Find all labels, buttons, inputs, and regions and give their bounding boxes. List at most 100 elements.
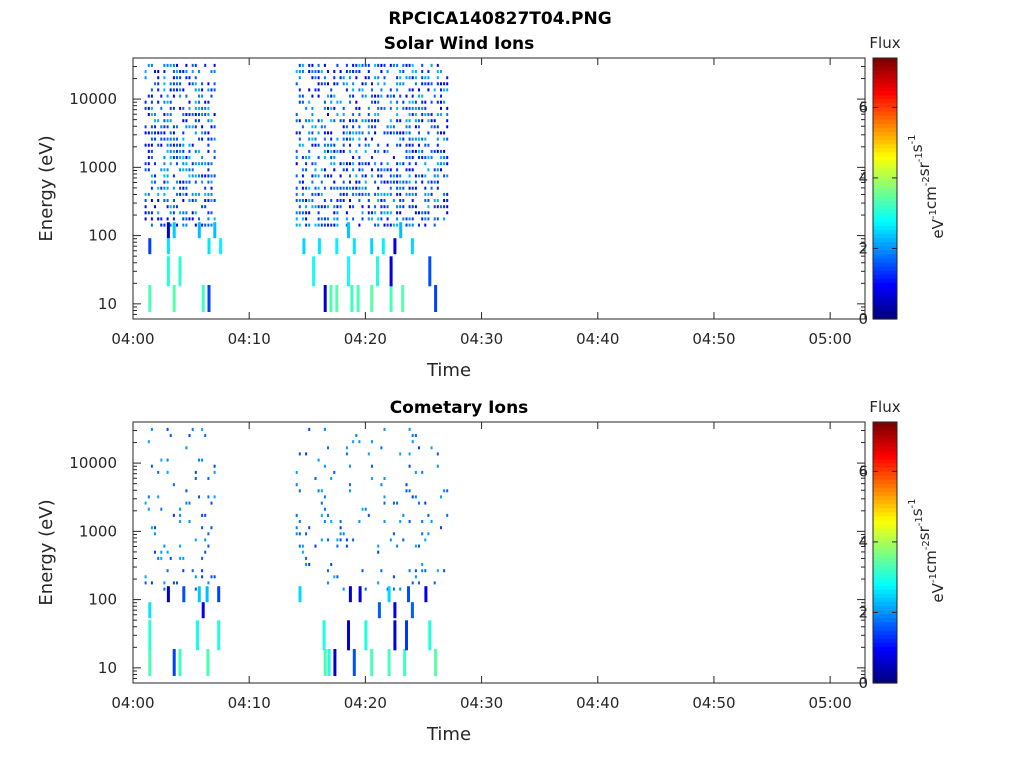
spectrogram-cell (430, 82, 433, 86)
spectrogram-cell (424, 538, 427, 542)
spectrogram-cell (179, 507, 182, 511)
spectrogram-cell (380, 168, 383, 172)
colorbar-segment (873, 593, 897, 598)
spectrogram-cell (336, 137, 339, 141)
spectrogram-cell (330, 520, 333, 523)
spectrogram-cell (408, 143, 411, 147)
spectrogram-cell (436, 137, 439, 141)
spectrogram-point (407, 586, 410, 603)
spectrogram-cell (194, 149, 197, 153)
spectrogram-cell (163, 125, 166, 129)
spectrogram-cell (176, 76, 178, 80)
spectrogram-cell (405, 180, 408, 184)
spectrogram-cell (414, 106, 417, 110)
colorbar-segment (873, 519, 897, 525)
spectrogram-cell (166, 168, 169, 172)
spectrogram-cell (374, 119, 377, 123)
spectrogram-cell (418, 137, 420, 141)
spectrogram-cell (342, 168, 345, 172)
spectrogram-cell (166, 125, 169, 129)
spectrogram-cell (358, 70, 361, 73)
spectrogram-cell (308, 100, 311, 104)
spectrogram-cell (308, 223, 311, 227)
colorbar-segment (873, 601, 897, 607)
spectrogram-cell (144, 125, 147, 129)
spectrogram-cell (160, 458, 163, 462)
spectrogram-cell (383, 131, 386, 135)
spectrogram-cell (166, 137, 169, 141)
spectrogram-cell (408, 162, 411, 166)
spectrogram-cell (188, 156, 191, 159)
spectrogram-cell (402, 137, 405, 141)
colorbar-segment (873, 282, 897, 287)
spectrogram-cell (440, 162, 442, 166)
colorbar-segment (873, 430, 897, 435)
spectrogram-point (428, 620, 432, 651)
spectrogram-cell (213, 149, 216, 153)
spectrogram-point (377, 602, 381, 619)
spectrogram-cell (411, 217, 414, 221)
spectrogram-cell (408, 223, 411, 227)
spectrogram-cell (418, 211, 420, 215)
spectrogram-cell (377, 119, 380, 123)
spectrogram-cell (213, 199, 216, 202)
spectrogram-cell (396, 88, 399, 92)
spectrogram-cell (345, 544, 348, 548)
spectrogram-cell (317, 186, 320, 190)
spectrogram-point (317, 238, 321, 255)
spectrogram-cell (446, 137, 449, 141)
spectrogram-cell (342, 119, 345, 123)
spectrogram-cell (182, 180, 185, 184)
spectrogram-cell (166, 186, 169, 190)
spectrogram-cell (308, 526, 311, 530)
spectrogram-cell (433, 88, 436, 92)
spectrogram-cell (314, 70, 317, 73)
spectrogram-cell (399, 119, 402, 123)
colorbar-segment (873, 180, 897, 186)
spectrogram-cell (383, 501, 386, 505)
spectrogram-cell (311, 70, 314, 73)
spectrogram-cell (311, 76, 314, 80)
spectrogram-cell (188, 143, 191, 147)
spectrogram-cell (402, 538, 405, 542)
colorbar-segment (873, 151, 897, 157)
spectrogram-cell (160, 217, 163, 221)
spectrogram-cell (355, 100, 358, 104)
spectrogram-cell (361, 186, 364, 190)
spectrogram-cell (314, 162, 317, 166)
spectrogram-point (370, 285, 374, 312)
colorbar-tick-label: 4 (858, 169, 868, 187)
colorbar-segment (873, 674, 897, 680)
spectrogram-cell (383, 180, 386, 184)
spectrogram-cell (352, 440, 355, 444)
spectrogram-cell (150, 427, 153, 431)
spectrogram-cell (323, 223, 326, 227)
spectrogram-cell (361, 174, 364, 178)
spectrogram-cell (427, 513, 430, 517)
spectrogram-cell (436, 63, 439, 67)
spectrogram-cell (213, 137, 216, 141)
spectrogram-cell (402, 199, 405, 202)
spectrogram-cell (147, 94, 150, 98)
spectrogram-cell (176, 125, 178, 129)
spectrogram-cell (440, 149, 442, 153)
spectrogram-cell (301, 544, 304, 548)
spectrogram-cell (169, 106, 172, 110)
spectrogram-cell (349, 100, 351, 104)
colorbar-units: eV-1cm-2sr-1s-1 (907, 134, 947, 238)
spectrogram-cell (333, 223, 336, 227)
spectrogram-cell (336, 575, 339, 579)
spectrogram-cell (352, 88, 355, 92)
spectrogram-cell (408, 100, 411, 104)
spectrogram-cell (207, 174, 210, 178)
spectrogram-cell (169, 131, 172, 135)
spectrogram-point (172, 222, 176, 239)
spectrogram-cell (396, 186, 399, 190)
spectrogram-cell (210, 192, 213, 196)
colorbar-segment (873, 306, 897, 312)
spectrogram-cell (317, 82, 320, 86)
spectrogram-cell (154, 205, 156, 209)
spectrogram-cell (352, 538, 355, 542)
spectrogram-cell (330, 477, 333, 480)
colorbar-segment (873, 168, 897, 173)
